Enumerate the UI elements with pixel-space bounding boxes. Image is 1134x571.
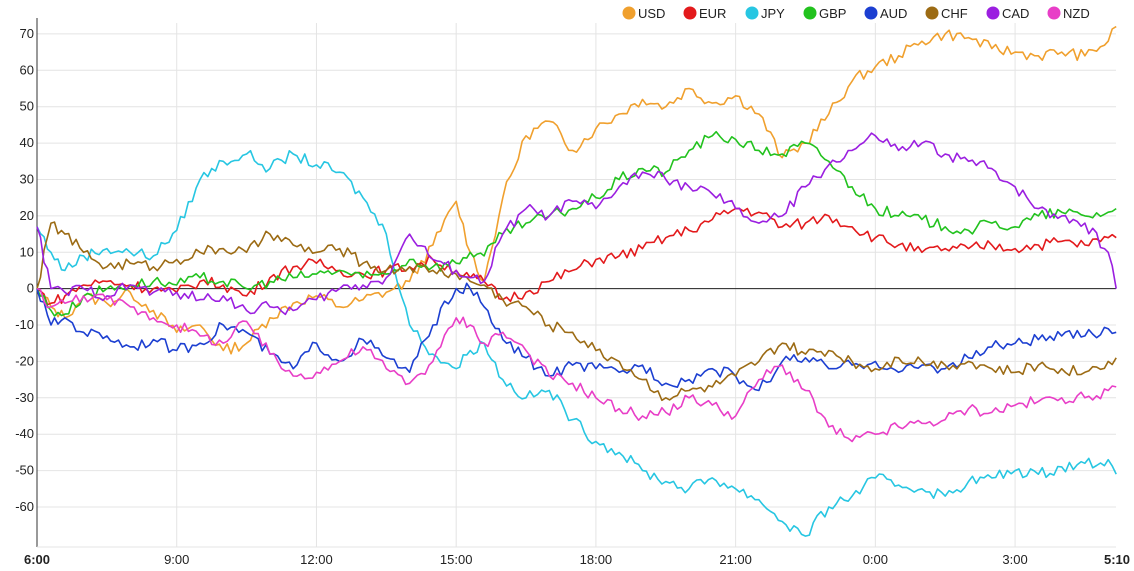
x-tick-label: 3:00 [1002,552,1027,567]
x-tick-label: 9:00 [164,552,189,567]
y-tick-label: 10 [20,244,34,259]
legend-swatch [864,6,878,20]
y-tick-label: 50 [20,99,34,114]
series-line-jpy [36,149,1117,537]
x-tick-label: 15:00 [440,552,473,567]
y-tick-label: 40 [20,135,34,150]
legend-item-jpy[interactable]: JPY [745,6,786,21]
legend-swatch [925,6,939,20]
legend-item-nzd[interactable]: NZD [1047,6,1090,21]
legend-label: AUD [880,6,907,21]
y-tick-label: -40 [15,426,34,441]
legend-item-chf[interactable]: CHF [925,6,968,21]
y-tick-label: -20 [15,353,34,368]
y-tick-label: -60 [15,499,34,514]
legend-swatch [745,6,759,20]
series-line-eur [36,207,1117,306]
series-line-cad [36,132,1117,316]
series-line-gbp [36,130,1117,317]
legend-label: USD [638,6,665,21]
y-tick-label: -50 [15,463,34,478]
legend-item-cad[interactable]: CAD [986,6,1030,21]
legend: USD EUR JPY GBP AUD CHF CAD NZD [622,6,1090,21]
y-tick-label: -10 [15,317,34,332]
series-line-nzd [36,287,1117,443]
legend-item-usd[interactable]: USD [622,6,666,21]
legend-label: CHF [941,6,968,21]
legend-swatch [1047,6,1061,20]
x-tick-label: 18:00 [580,552,613,567]
legend-label: JPY [761,6,785,21]
axes: 70 60 50 40 30 20 10 0 -10 -20 -30 -40 -50 -60 6:00 9:0… [15,18,1130,567]
legend-label: EUR [699,6,726,21]
legend-label: CAD [1002,6,1029,21]
legend-label: NZD [1063,6,1090,21]
x-tick-label: 12:00 [300,552,333,567]
legend-item-aud[interactable]: AUD [864,6,908,21]
series-lines [36,25,1117,537]
x-tick-label: 21:00 [719,552,752,567]
series-line-usd [36,25,1117,355]
y-tick-label: -30 [15,390,34,405]
legend-item-eur[interactable]: EUR [683,6,727,21]
x-tick-label: 6:00 [24,552,50,567]
series-line-chf [36,221,1117,402]
y-tick-label: 60 [20,62,34,77]
legend-item-gbp[interactable]: GBP [803,6,847,21]
y-tick-label: 0 [27,281,34,296]
x-tick-label: 0:00 [863,552,888,567]
y-tick-label: 20 [20,208,34,223]
legend-label: GBP [819,6,846,21]
series-line-aud [36,282,1117,392]
legend-swatch [803,6,817,20]
legend-swatch [986,6,1000,20]
y-tick-label: 30 [20,171,34,186]
y-tick-label: 70 [20,26,34,41]
x-tick-label: 5:10 [1104,552,1130,567]
grid [37,23,1116,547]
legend-swatch [683,6,697,20]
legend-swatch [622,6,636,20]
